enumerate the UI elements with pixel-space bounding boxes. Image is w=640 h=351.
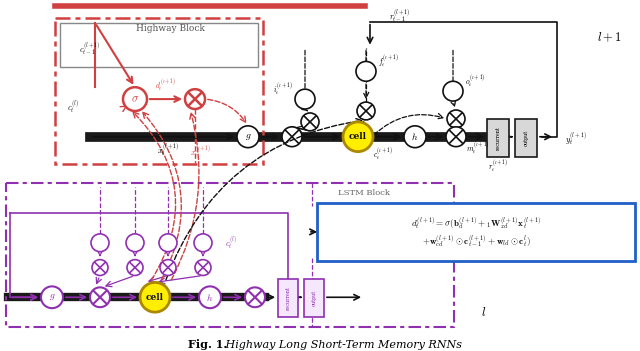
Text: $r_t^{(l+1)}$: $r_t^{(l+1)}$ <box>488 159 508 174</box>
Text: recurrent: recurrent <box>495 126 500 150</box>
FancyBboxPatch shape <box>487 119 509 157</box>
Circle shape <box>343 122 373 152</box>
Text: LSTM Block: LSTM Block <box>338 189 390 197</box>
Text: $\sigma$: $\sigma$ <box>131 94 139 104</box>
Circle shape <box>199 286 221 308</box>
Circle shape <box>160 260 176 276</box>
Circle shape <box>126 234 144 252</box>
Circle shape <box>194 234 212 252</box>
Circle shape <box>301 113 319 131</box>
Circle shape <box>446 127 466 147</box>
Circle shape <box>127 260 143 276</box>
Circle shape <box>185 89 205 109</box>
Text: cell: cell <box>146 293 164 302</box>
Circle shape <box>91 234 109 252</box>
Text: output: output <box>312 290 317 306</box>
Circle shape <box>90 287 110 307</box>
Text: Highway Block: Highway Block <box>136 24 204 33</box>
Circle shape <box>237 126 259 148</box>
Text: $m_t^{(l+1)}$: $m_t^{(l+1)}$ <box>467 141 490 157</box>
Text: output: output <box>524 130 529 146</box>
Circle shape <box>123 87 147 111</box>
Circle shape <box>282 127 302 147</box>
Text: $g$: $g$ <box>244 132 252 142</box>
Circle shape <box>356 61 376 81</box>
Circle shape <box>41 286 63 308</box>
Text: $r_{t-1}^{(l+1)}$: $r_{t-1}^{(l+1)}$ <box>389 8 411 24</box>
Circle shape <box>159 234 177 252</box>
Text: $c_t^{(l)}$: $c_t^{(l)}$ <box>67 99 79 115</box>
Circle shape <box>443 81 463 101</box>
Circle shape <box>245 287 265 307</box>
Circle shape <box>447 110 465 128</box>
Text: $c_t^{(l+1)}$: $c_t^{(l+1)}$ <box>373 147 393 163</box>
Circle shape <box>295 89 315 109</box>
Text: $h$: $h$ <box>206 292 214 303</box>
Text: $h$: $h$ <box>412 131 419 142</box>
Text: $x_t^{(l+1)}$: $x_t^{(l+1)}$ <box>157 143 179 159</box>
Text: $y_t^{(l+1)}$: $y_t^{(l+1)}$ <box>565 131 587 147</box>
Text: $l$: $l$ <box>481 306 486 319</box>
FancyBboxPatch shape <box>304 279 324 317</box>
Text: $f_t^{(l+1)}$: $f_t^{(l+1)}$ <box>378 54 398 69</box>
Text: $c_{t-1}^{(l+1)}$: $c_{t-1}^{(l+1)}$ <box>79 42 100 58</box>
Text: $i_t^{(l+1)}$: $i_t^{(l+1)}$ <box>273 81 293 97</box>
Text: Fig. 1.: Fig. 1. <box>188 339 227 350</box>
Text: $c_t^{(l)}$: $c_t^{(l)}$ <box>225 235 237 251</box>
FancyBboxPatch shape <box>278 279 298 317</box>
Text: Highway Long Short-Term Memory RNNs: Highway Long Short-Term Memory RNNs <box>222 340 462 350</box>
FancyBboxPatch shape <box>317 203 635 260</box>
FancyBboxPatch shape <box>515 119 537 157</box>
Circle shape <box>140 283 170 312</box>
Circle shape <box>404 126 426 148</box>
Text: $d_t^{(l+1)}$: $d_t^{(l+1)}$ <box>154 77 175 93</box>
Text: $g$: $g$ <box>49 292 55 302</box>
Text: cell: cell <box>349 132 367 141</box>
Circle shape <box>357 102 375 120</box>
Circle shape <box>195 260 211 276</box>
Text: $x_t^{(l+1)}$: $x_t^{(l+1)}$ <box>189 145 211 160</box>
Text: $o_t^{(l+1)}$: $o_t^{(l+1)}$ <box>465 73 485 89</box>
Circle shape <box>92 260 108 276</box>
Text: $d_t^{(l+1)} = \sigma(\mathbf{b}_d^{(l+1)} + {}_1\mathbf{W}_{xd}^{(l+1)}\mathbf{: $d_t^{(l+1)} = \sigma(\mathbf{b}_d^{(l+1… <box>411 215 541 249</box>
Text: recurrent: recurrent <box>285 286 291 310</box>
Text: $l+1$: $l+1$ <box>597 31 623 45</box>
